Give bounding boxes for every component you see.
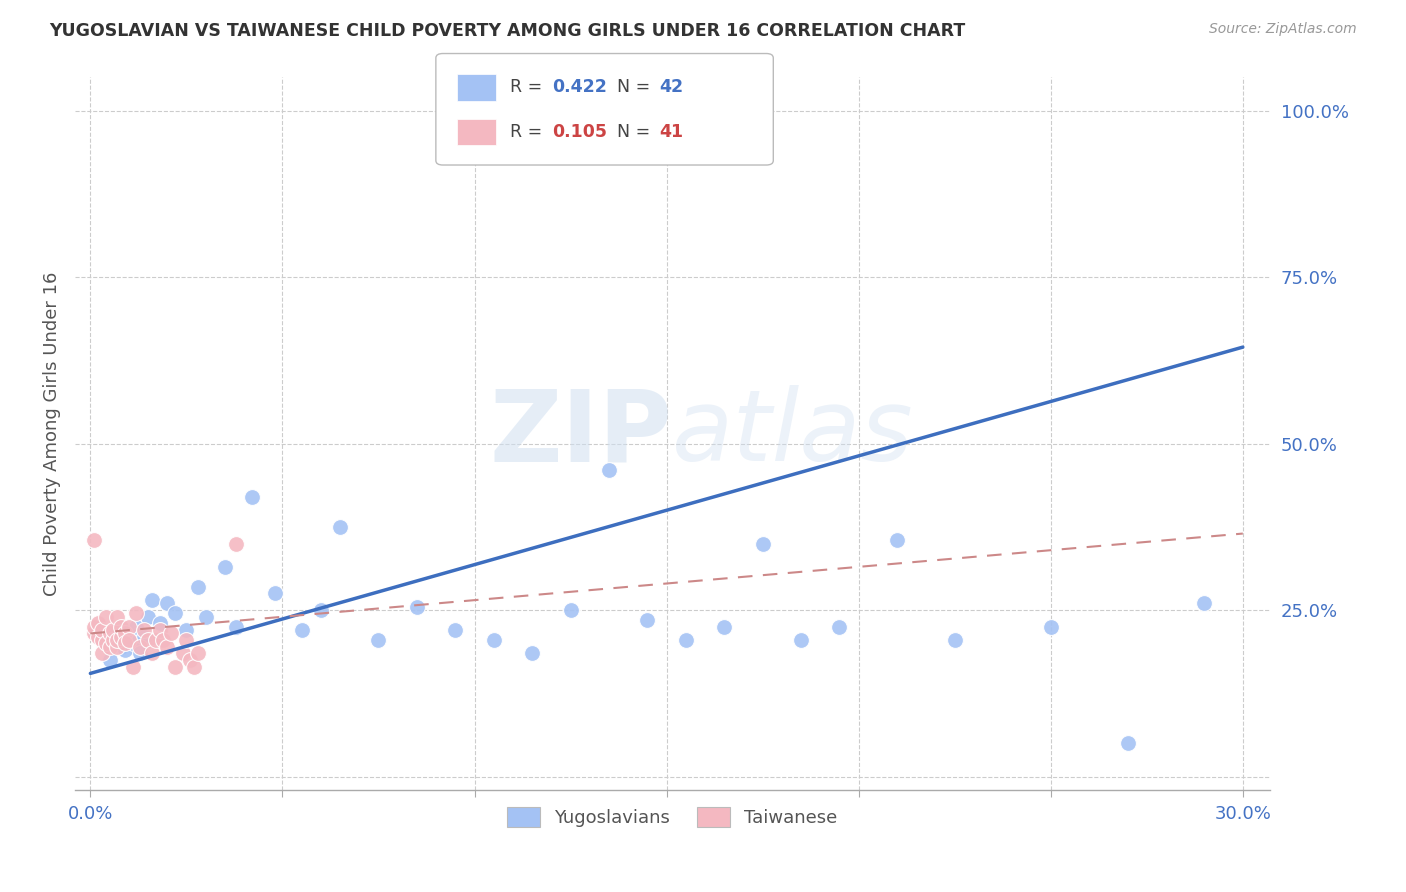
Point xyxy=(103,623,125,637)
Point xyxy=(121,659,143,673)
Point xyxy=(83,626,105,640)
Point xyxy=(482,633,505,648)
Point xyxy=(194,609,217,624)
Point xyxy=(125,620,148,634)
Point xyxy=(134,623,156,637)
Point xyxy=(90,647,112,661)
Point xyxy=(156,597,179,611)
Text: ZIP: ZIP xyxy=(489,385,672,483)
Point xyxy=(98,626,121,640)
Point xyxy=(172,647,194,661)
Point xyxy=(406,599,429,614)
Point xyxy=(225,620,247,634)
Point xyxy=(828,620,851,634)
Point xyxy=(790,633,813,648)
Point xyxy=(163,659,186,673)
Point xyxy=(118,626,141,640)
Point xyxy=(83,533,105,548)
Point xyxy=(103,633,125,648)
Point xyxy=(225,536,247,550)
Point xyxy=(886,533,908,548)
Point xyxy=(1116,736,1139,750)
Point xyxy=(110,640,132,654)
Point xyxy=(444,623,467,637)
Point xyxy=(943,633,966,648)
Point xyxy=(110,620,132,634)
Point xyxy=(598,463,620,477)
Point xyxy=(94,609,117,624)
Point xyxy=(560,603,582,617)
Point xyxy=(520,647,543,661)
Point xyxy=(105,609,128,624)
Point xyxy=(751,536,773,550)
Point xyxy=(90,633,112,648)
Point xyxy=(87,630,110,644)
Point xyxy=(98,653,121,667)
Point xyxy=(263,586,285,600)
Point xyxy=(125,607,148,621)
Point xyxy=(156,640,179,654)
Point xyxy=(118,633,141,648)
Point xyxy=(214,559,236,574)
Text: 41: 41 xyxy=(659,123,683,141)
Point xyxy=(98,640,121,654)
Text: 0.105: 0.105 xyxy=(553,123,607,141)
Point xyxy=(713,620,735,634)
Point xyxy=(1039,620,1062,634)
Point xyxy=(141,593,163,607)
Point xyxy=(134,630,156,644)
Point xyxy=(675,633,697,648)
Point xyxy=(1194,597,1216,611)
Point xyxy=(114,643,136,657)
Point xyxy=(179,653,201,667)
Point xyxy=(329,520,352,534)
Point xyxy=(367,633,389,648)
Point xyxy=(94,636,117,650)
Point xyxy=(114,626,136,640)
Point xyxy=(105,633,128,648)
Point xyxy=(636,613,658,627)
Point xyxy=(145,633,167,648)
Legend: Yugoslavians, Taiwanese: Yugoslavians, Taiwanese xyxy=(501,800,845,834)
Text: atlas: atlas xyxy=(672,385,914,483)
Point xyxy=(183,659,205,673)
Text: N =: N = xyxy=(617,78,657,96)
Point xyxy=(160,626,183,640)
Point xyxy=(90,623,112,637)
Point xyxy=(187,580,209,594)
Point xyxy=(152,633,174,648)
Point xyxy=(291,623,314,637)
Point xyxy=(87,616,110,631)
Point xyxy=(309,603,332,617)
Point xyxy=(110,630,132,644)
Point xyxy=(105,640,128,654)
Point xyxy=(118,620,141,634)
Text: 0.422: 0.422 xyxy=(553,78,607,96)
Point xyxy=(114,636,136,650)
Text: N =: N = xyxy=(617,123,657,141)
Point xyxy=(121,636,143,650)
Point xyxy=(148,623,170,637)
Text: 42: 42 xyxy=(659,78,683,96)
Point xyxy=(176,623,198,637)
Text: R =: R = xyxy=(510,78,548,96)
Point xyxy=(136,609,159,624)
Text: R =: R = xyxy=(510,123,548,141)
Y-axis label: Child Poverty Among Girls Under 16: Child Poverty Among Girls Under 16 xyxy=(44,271,60,596)
Point xyxy=(176,633,198,648)
Point xyxy=(187,647,209,661)
Point xyxy=(163,607,186,621)
Point xyxy=(136,633,159,648)
Point xyxy=(83,620,105,634)
Point xyxy=(141,647,163,661)
Point xyxy=(129,647,152,661)
Point xyxy=(240,490,263,504)
Text: YUGOSLAVIAN VS TAIWANESE CHILD POVERTY AMONG GIRLS UNDER 16 CORRELATION CHART: YUGOSLAVIAN VS TAIWANESE CHILD POVERTY A… xyxy=(49,22,966,40)
Point xyxy=(129,640,152,654)
Point xyxy=(105,626,128,640)
Point xyxy=(148,616,170,631)
Text: Source: ZipAtlas.com: Source: ZipAtlas.com xyxy=(1209,22,1357,37)
